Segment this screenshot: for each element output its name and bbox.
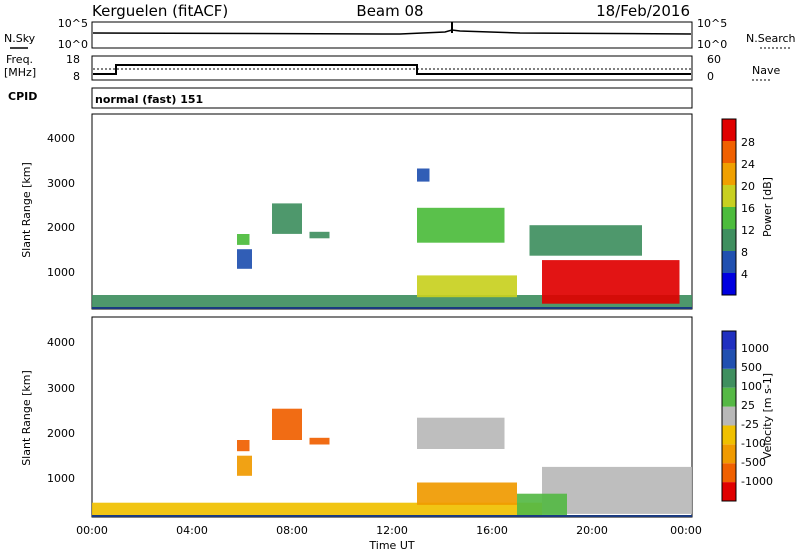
freq-panel xyxy=(91,55,693,81)
cpid-text: normal (fast) 151 xyxy=(95,93,203,106)
velocity-colorbar-cell-3 xyxy=(722,425,736,445)
power-panel: Slant Range [km] 1000 2000 3000 4000 xyxy=(20,113,693,310)
power-cbar-tick-4: 4 xyxy=(741,268,748,281)
velocity-y-axis-label: Slant Range [km] xyxy=(20,370,33,466)
power-cbar-tick-24: 24 xyxy=(741,158,755,171)
freq-label-top: Freq. xyxy=(6,53,33,66)
cpid-panel xyxy=(91,87,693,109)
date-title: 18/Feb/2016 xyxy=(596,2,690,20)
velocity-region-4 xyxy=(309,437,330,445)
velocity-colorbar-cell-7 xyxy=(722,349,736,369)
noise-search-label: N.Search xyxy=(746,32,796,45)
velocity-colorbar-label: Velocity [m s-1] xyxy=(761,373,774,459)
power-colorbar-label: Power [dB] xyxy=(761,177,774,237)
vel-cbar-tick-500: 500 xyxy=(741,361,762,374)
vel-cbar-tick-m100: -100 xyxy=(741,437,766,450)
power-colorbar-cell-0 xyxy=(722,273,736,295)
velocity-colorbar-cell-4 xyxy=(722,406,736,426)
x-tick-0800: 08:00 xyxy=(276,524,308,537)
vel-cbar-tick-m500: -500 xyxy=(741,456,766,469)
velocity-panel: Slant Range [km] 1000 2000 3000 4000 00:… xyxy=(20,316,702,552)
vel-cbar-tick-m1000: -1000 xyxy=(741,475,773,488)
noise-tick-left-low: 10^0 xyxy=(58,38,88,51)
cpid-label: CPID xyxy=(8,90,37,103)
x-tick-2000: 20:00 xyxy=(576,524,608,537)
velocity-region-1 xyxy=(237,455,252,476)
power-region-6 xyxy=(417,168,430,182)
power-cbar-tick-20: 20 xyxy=(741,180,755,193)
power-region-9 xyxy=(529,225,642,256)
velocity-region-5 xyxy=(417,417,505,449)
power-colorbar-cell-2 xyxy=(722,229,736,251)
velocity-colorbar: -1000 -500 -100 -25 25 100 500 1000 Velo… xyxy=(721,330,774,502)
velocity-ytick-2000: 2000 xyxy=(47,427,75,440)
velocity-region-2 xyxy=(237,440,250,452)
velocity-ytick-4000: 4000 xyxy=(47,336,75,349)
noise-sky-line xyxy=(92,29,692,35)
velocity-region-3 xyxy=(272,408,302,440)
velocity-colorbar-cell-8 xyxy=(722,331,736,350)
x-tick-1200: 12:00 xyxy=(376,524,408,537)
vel-cbar-tick-100: 100 xyxy=(741,380,762,393)
noise-tick-right-low: 10^0 xyxy=(697,38,727,51)
velocity-colorbar-cell-6 xyxy=(722,368,736,388)
x-tick-0400: 04:00 xyxy=(176,524,208,537)
nave-label: Nave xyxy=(752,64,780,77)
velocity-colorbar-cell-1 xyxy=(722,463,736,483)
freq-tick-low: 8 xyxy=(73,70,80,83)
power-colorbar-cell-7 xyxy=(722,119,736,141)
noise-panel xyxy=(91,21,693,49)
vel-cbar-tick-25: 25 xyxy=(741,399,755,412)
noise-tick-right-high: 10^5 xyxy=(697,17,727,30)
velocity-region-6 xyxy=(417,482,517,505)
velocity-colorbar-cell-2 xyxy=(722,444,736,464)
power-ytick-4000: 4000 xyxy=(47,132,75,145)
velocity-colorbar-cell-5 xyxy=(722,387,736,407)
nave-tick-high: 60 xyxy=(707,53,721,66)
power-region-1 xyxy=(237,249,252,269)
power-ytick-3000: 3000 xyxy=(47,177,75,190)
power-colorbar-cell-1 xyxy=(722,251,736,273)
velocity-colorbar-frame xyxy=(721,330,737,502)
power-region-2 xyxy=(237,234,250,245)
power-region-3 xyxy=(272,203,302,234)
nave-tick-low: 0 xyxy=(707,70,714,83)
x-tick-0000: 00:00 xyxy=(76,524,108,537)
power-ytick-1000: 1000 xyxy=(47,266,75,279)
x-tick-1600: 16:00 xyxy=(476,524,508,537)
power-ytick-2000: 2000 xyxy=(47,221,75,234)
power-colorbar: 4 8 12 16 20 24 28 Power [dB] xyxy=(721,118,774,296)
power-cbar-tick-8: 8 xyxy=(741,246,748,259)
velocity-region-0 xyxy=(92,502,542,517)
velocity-ytick-1000: 1000 xyxy=(47,472,75,485)
freq-tick-high: 18 xyxy=(66,53,80,66)
freq-line xyxy=(93,64,691,75)
x-axis-label: Time UT xyxy=(368,539,414,552)
x-tick-2400: 00:00 xyxy=(670,524,702,537)
noise-tick-left-high: 10^5 xyxy=(58,17,88,30)
power-colorbar-cell-5 xyxy=(722,163,736,185)
power-colorbar-cell-4 xyxy=(722,185,736,207)
power-y-axis-label: Slant Range [km] xyxy=(20,162,33,258)
velocity-colorbar-cell-0 xyxy=(722,482,736,501)
power-region-4 xyxy=(309,231,330,239)
station-title: Kerguelen (fitACF) xyxy=(92,2,228,20)
vel-cbar-tick-1000: 1000 xyxy=(741,342,769,355)
power-cbar-tick-28: 28 xyxy=(741,136,755,149)
beam-title: Beam 08 xyxy=(356,2,423,20)
power-colorbar-cell-6 xyxy=(722,141,736,163)
freq-label-bottom: [MHz] xyxy=(4,66,36,79)
power-region-8 xyxy=(542,260,680,304)
velocity-region-8 xyxy=(517,493,567,517)
vel-cbar-tick-m25: -25 xyxy=(741,418,759,431)
noise-sky-label: N.Sky xyxy=(4,32,36,45)
power-region-7 xyxy=(417,275,517,298)
power-region-5 xyxy=(417,207,505,243)
power-colorbar-cell-3 xyxy=(722,207,736,229)
power-cbar-tick-12: 12 xyxy=(741,224,755,237)
velocity-ytick-3000: 3000 xyxy=(47,382,75,395)
power-cbar-tick-16: 16 xyxy=(741,202,755,215)
power-colorbar-frame xyxy=(721,118,737,296)
